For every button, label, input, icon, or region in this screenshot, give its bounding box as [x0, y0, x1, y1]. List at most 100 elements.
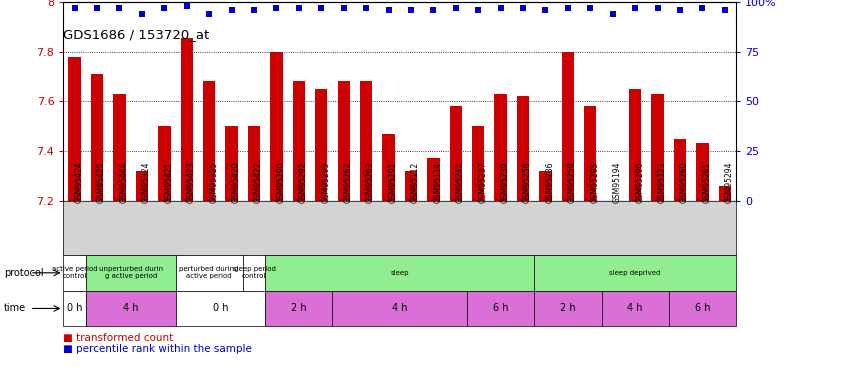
- Text: GSM95112: GSM95112: [411, 162, 420, 203]
- Bar: [265, 291, 332, 326]
- Bar: [517, 96, 530, 201]
- Text: GSM95323: GSM95323: [657, 162, 667, 203]
- Text: GSM95421: GSM95421: [164, 162, 173, 203]
- Text: GSM95260: GSM95260: [680, 162, 689, 203]
- Bar: [91, 74, 103, 201]
- Point: [404, 7, 418, 13]
- Bar: [404, 171, 417, 201]
- Text: GSM95296: GSM95296: [635, 162, 644, 203]
- Bar: [696, 144, 709, 201]
- Bar: [86, 291, 175, 326]
- Text: GSM95291: GSM95291: [388, 162, 398, 203]
- Text: GSM95114: GSM95114: [433, 162, 442, 203]
- Text: 4 h: 4 h: [628, 303, 643, 313]
- Bar: [449, 106, 462, 201]
- Bar: [535, 255, 736, 291]
- Bar: [382, 134, 395, 201]
- Text: GSM95194: GSM95194: [613, 162, 622, 203]
- Point: [673, 7, 687, 13]
- Point: [113, 5, 126, 11]
- Point: [695, 5, 709, 11]
- Point: [157, 5, 171, 11]
- Text: 4 h: 4 h: [123, 303, 139, 313]
- Point: [315, 5, 328, 11]
- Bar: [293, 81, 305, 201]
- Text: GSM95261: GSM95261: [702, 162, 711, 203]
- Point: [360, 5, 373, 11]
- Bar: [651, 94, 664, 201]
- Bar: [668, 291, 736, 326]
- Text: GSM95290: GSM95290: [277, 162, 285, 203]
- Text: GSM95263: GSM95263: [366, 162, 375, 203]
- Text: 0 h: 0 h: [67, 303, 82, 313]
- Bar: [113, 94, 126, 201]
- Bar: [158, 126, 171, 201]
- Text: GSM95292: GSM95292: [299, 162, 308, 203]
- Text: ■ percentile rank within the sample: ■ percentile rank within the sample: [63, 344, 252, 354]
- Point: [292, 5, 305, 11]
- Bar: [427, 158, 440, 201]
- Bar: [203, 81, 216, 201]
- Text: GSM95237: GSM95237: [478, 162, 487, 203]
- Bar: [467, 291, 535, 326]
- Bar: [562, 52, 574, 201]
- Text: sleep deprived: sleep deprived: [609, 270, 661, 276]
- Bar: [243, 255, 265, 291]
- Text: GSM95236: GSM95236: [546, 162, 554, 203]
- Point: [449, 5, 463, 11]
- Bar: [180, 38, 193, 201]
- Text: GSM95262: GSM95262: [343, 162, 353, 203]
- Text: 0 h: 0 h: [212, 303, 228, 313]
- Text: sleep period
control: sleep period control: [233, 266, 276, 279]
- Point: [270, 5, 283, 11]
- Text: GSM95239: GSM95239: [501, 162, 509, 203]
- Text: perturbed during
active period: perturbed during active period: [179, 266, 239, 279]
- Text: GSM95420: GSM95420: [232, 162, 240, 203]
- Bar: [360, 81, 372, 201]
- Text: ■ transformed count: ■ transformed count: [63, 333, 173, 342]
- Point: [247, 7, 261, 13]
- Bar: [584, 106, 596, 201]
- Point: [426, 7, 440, 13]
- Bar: [135, 171, 148, 201]
- Bar: [175, 255, 243, 291]
- Point: [651, 5, 664, 11]
- Bar: [69, 57, 81, 201]
- Text: unperturbed durin
g active period: unperturbed durin g active period: [99, 266, 162, 279]
- Text: GSM95325: GSM95325: [209, 162, 218, 203]
- Text: GSM95295: GSM95295: [591, 162, 599, 203]
- Bar: [332, 291, 467, 326]
- Text: GSM95422: GSM95422: [254, 162, 263, 203]
- Text: GSM95256: GSM95256: [523, 162, 532, 203]
- Point: [629, 5, 642, 11]
- Point: [68, 5, 81, 11]
- Text: GSM95425: GSM95425: [97, 162, 106, 203]
- Point: [539, 7, 552, 13]
- Bar: [63, 291, 86, 326]
- Bar: [494, 94, 507, 201]
- Point: [494, 5, 508, 11]
- Text: 4 h: 4 h: [392, 303, 408, 313]
- Bar: [248, 126, 261, 201]
- Bar: [629, 89, 641, 201]
- Point: [202, 11, 216, 17]
- Text: time: time: [4, 303, 26, 313]
- Point: [382, 7, 395, 13]
- Bar: [673, 138, 686, 201]
- Text: 6 h: 6 h: [493, 303, 508, 313]
- Bar: [175, 291, 265, 326]
- Text: GDS1686 / 153720_at: GDS1686 / 153720_at: [63, 28, 210, 41]
- Point: [718, 7, 732, 13]
- Text: GSM95324: GSM95324: [142, 162, 151, 203]
- Bar: [270, 52, 283, 201]
- Point: [337, 5, 350, 11]
- Text: sleep: sleep: [391, 270, 409, 276]
- Bar: [265, 255, 535, 291]
- Bar: [602, 291, 668, 326]
- Point: [180, 3, 194, 9]
- Text: GSM95423: GSM95423: [187, 162, 195, 203]
- Bar: [718, 186, 731, 201]
- Text: protocol: protocol: [4, 268, 44, 278]
- Bar: [315, 89, 327, 201]
- Point: [606, 11, 619, 17]
